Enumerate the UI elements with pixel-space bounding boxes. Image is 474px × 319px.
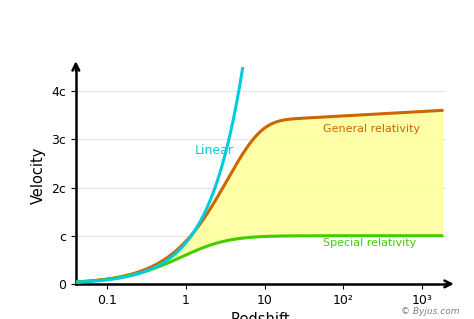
Text: General relativity: General relativity — [323, 124, 420, 134]
X-axis label: Redshift: Redshift — [231, 312, 291, 319]
Text: © Byjus.com: © Byjus.com — [401, 307, 460, 316]
Text: HUBBLE'S LAW: HUBBLE'S LAW — [17, 18, 156, 36]
Text: Linear: Linear — [195, 144, 234, 157]
Text: Special relativity: Special relativity — [323, 238, 416, 248]
Y-axis label: Velocity: Velocity — [31, 147, 46, 204]
